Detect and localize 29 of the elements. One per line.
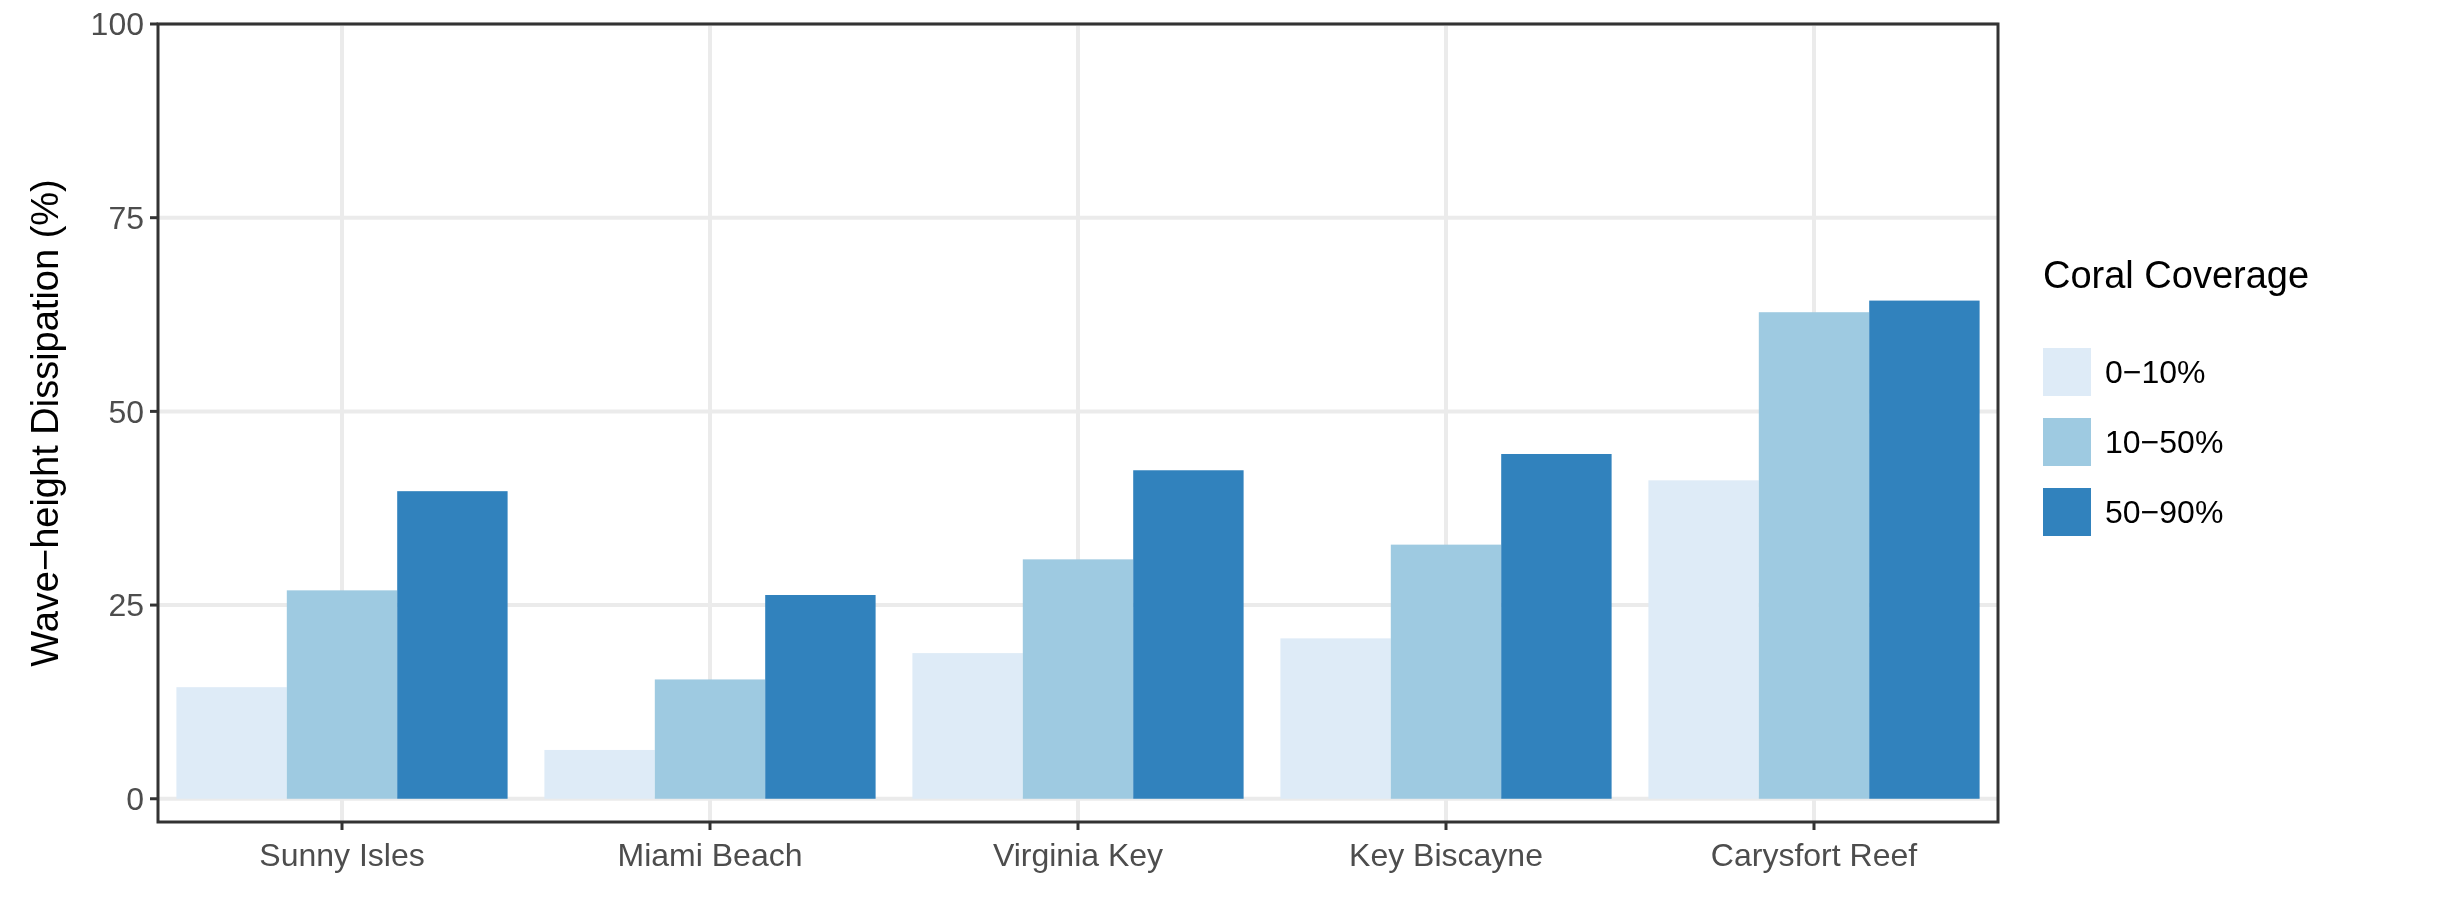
bar: [1390, 544, 1502, 799]
y-tick-label: 0: [126, 780, 144, 817]
y-tick-label: 50: [108, 393, 144, 430]
x-tick-label: Key Biscayne: [1349, 837, 1543, 873]
bar: [1648, 480, 1759, 799]
bar: [1280, 638, 1391, 799]
bar: [912, 653, 1023, 799]
x-tick-label: Miami Beach: [617, 837, 803, 873]
legend-label: 10−50%: [2105, 424, 2224, 461]
x-tick-label: Carysfort Reef: [1710, 837, 1918, 873]
y-axis-title: Wave−height Dissipation (%): [24, 179, 66, 667]
x-tick-label: Sunny Isles: [259, 837, 425, 873]
y-tick-label: 25: [108, 587, 144, 624]
bar: [1022, 559, 1134, 799]
y-tick-label: 100: [90, 6, 144, 43]
bar: [1133, 470, 1244, 799]
legend-title: Coral Coverage: [2043, 254, 2310, 296]
bar: [1869, 300, 1980, 799]
legend-label: 50−90%: [2105, 494, 2224, 531]
bar: [654, 679, 766, 799]
legend-label: 0−10%: [2105, 354, 2206, 391]
y-tick-label: 75: [108, 199, 144, 236]
bar: [176, 687, 287, 799]
x-tick-label: Virginia Key: [992, 837, 1164, 873]
bar: [544, 749, 655, 799]
bar: [765, 595, 876, 799]
bar: [397, 491, 508, 799]
bar: [286, 590, 398, 799]
bar: [1501, 453, 1612, 799]
